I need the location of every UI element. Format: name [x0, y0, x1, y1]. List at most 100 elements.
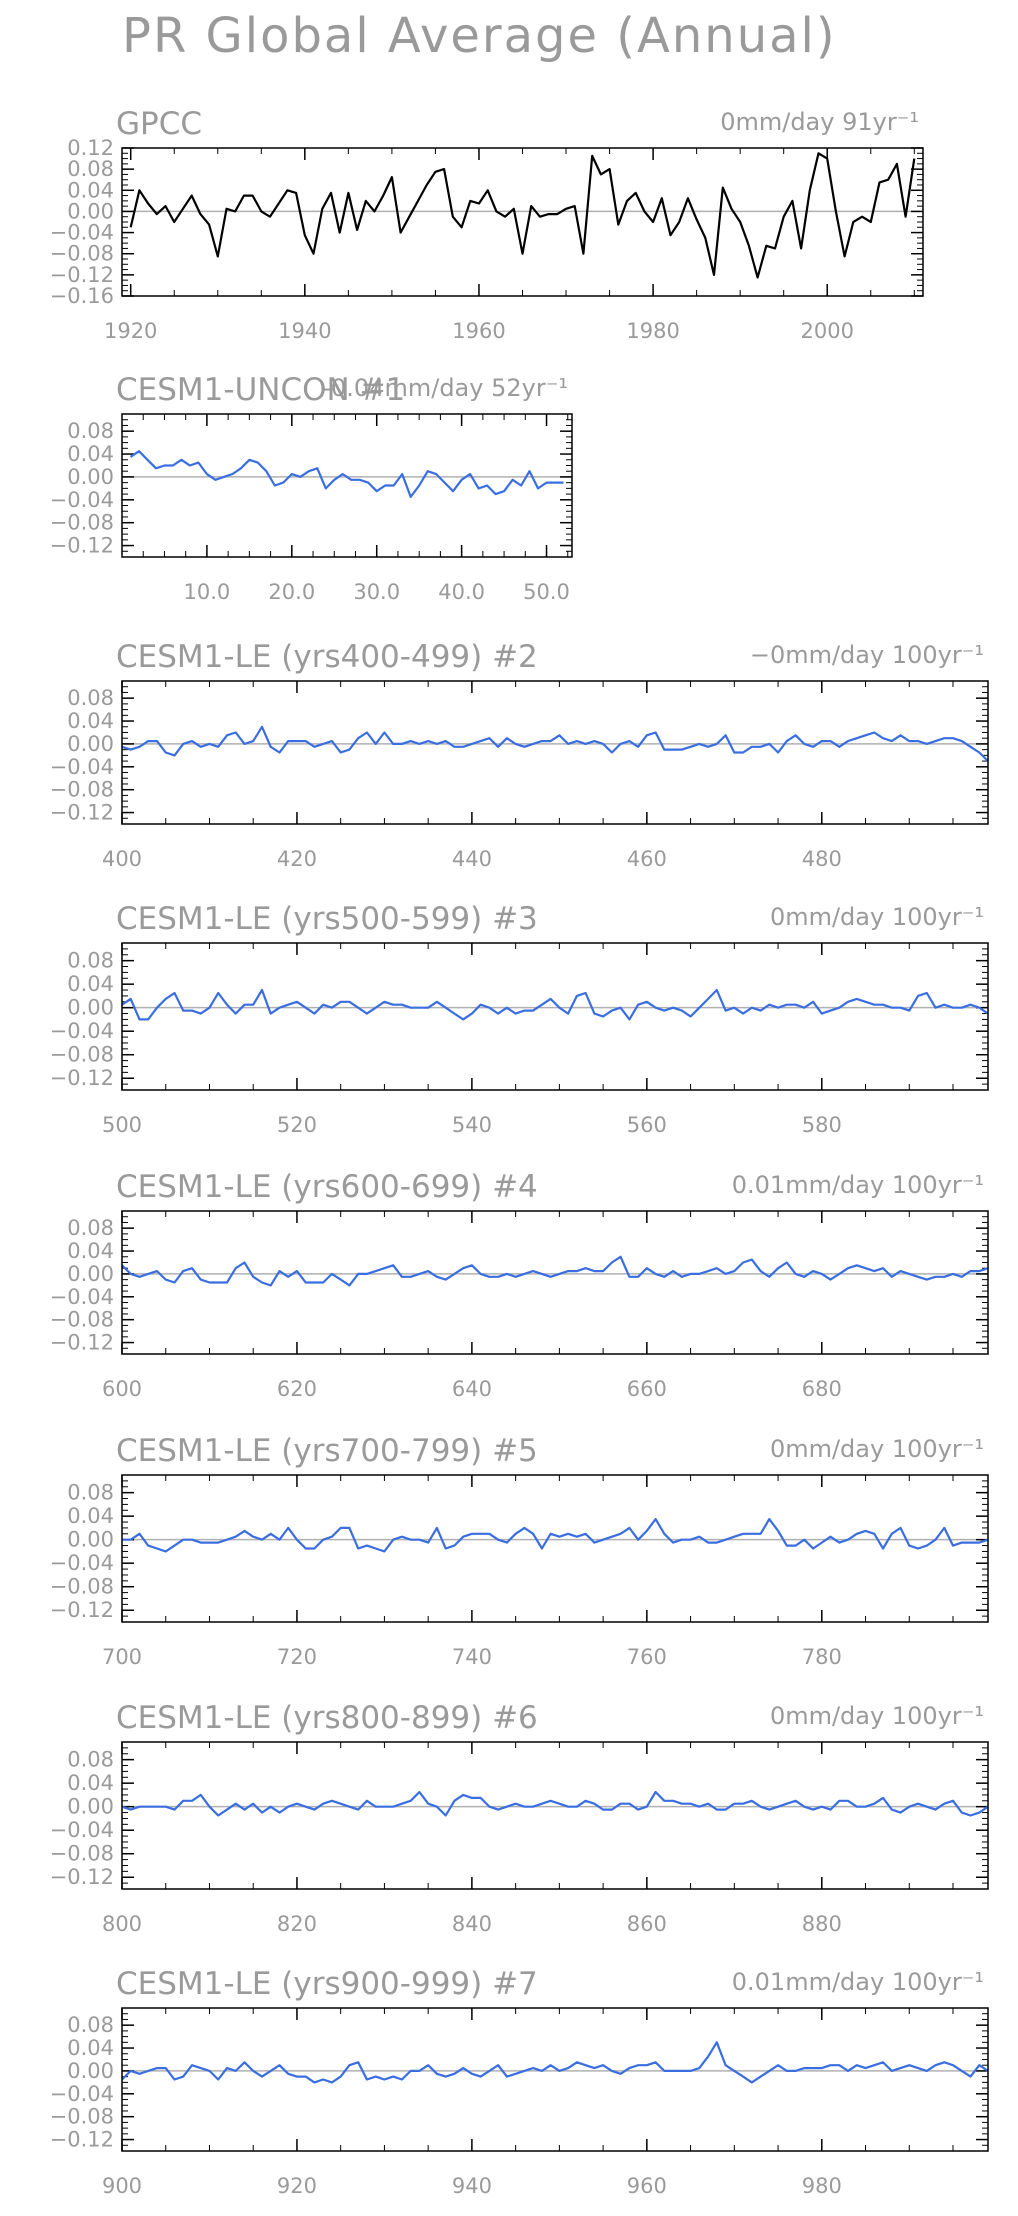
- y-tick-label: −0.12: [50, 263, 114, 287]
- x-tick-label: 30.0: [353, 580, 400, 604]
- x-tick-label: 1920: [104, 319, 157, 343]
- x-tick-label: 400: [102, 847, 142, 871]
- x-tick-label: 2000: [801, 319, 854, 343]
- y-tick-label: −0.12: [50, 801, 114, 825]
- y-tick-label: 0.08: [67, 686, 114, 710]
- x-tick-label: 720: [277, 1645, 317, 1669]
- series-line-1: [121, 988, 989, 1021]
- series-line-1: [122, 1517, 989, 1553]
- x-tick-label: 10.0: [184, 580, 231, 604]
- x-tick-label: 920: [277, 2174, 317, 2198]
- x-tick-label: 840: [452, 1912, 492, 1936]
- plot-frame: [121, 680, 989, 825]
- y-tick-label: 0.12: [67, 136, 114, 160]
- y-tick-label: 0.04: [67, 972, 114, 996]
- x-tick-label: 420: [277, 847, 317, 871]
- panel-title: CESM1-UNCON #1: [116, 372, 405, 408]
- y-tick-label: −0.04: [50, 1551, 114, 1575]
- y-tick-label: 0.08: [67, 1481, 114, 1505]
- x-tick-label: 940: [452, 2174, 492, 2198]
- x-tick-label: 640: [452, 1377, 492, 1401]
- y-tick-label: 0.00: [67, 732, 114, 756]
- y-tick-label: 0.08: [67, 1748, 114, 1772]
- y-tick-label: −0.04: [50, 1285, 114, 1309]
- y-tick-label: −0.08: [50, 2105, 114, 2129]
- plot-frame: [121, 942, 989, 1091]
- y-tick-label: −0.12: [50, 1331, 114, 1355]
- y-tick-label: 0.08: [67, 1216, 114, 1240]
- x-tick-label: 900: [102, 2174, 142, 2198]
- y-tick-label: −0.04: [50, 488, 114, 512]
- x-tick-label: 460: [627, 847, 667, 871]
- y-tick-label: −0.16: [50, 284, 114, 308]
- y-tick-label: −0.08: [50, 778, 114, 802]
- panel-trend-label: 0mm/day 100yr⁻¹: [770, 1435, 984, 1463]
- chart-panel-7: −0.12−0.08−0.040.000.040.08 800 820 840 860 8…: [50, 1700, 989, 1936]
- figure-title: PR Global Average (Annual): [122, 8, 837, 64]
- y-tick-label: 0.08: [67, 419, 114, 443]
- x-tick-label: 1940: [278, 319, 331, 343]
- series-line-1: [121, 1790, 989, 1817]
- y-tick-label: 0.00: [67, 1795, 114, 1819]
- y-tick-label: −0.08: [50, 1308, 114, 1332]
- panel-trend-label: -0.04mm/day 52yr⁻¹: [322, 374, 568, 402]
- y-tick-label: 0.00: [67, 199, 114, 223]
- y-tick-label: −0.08: [50, 1043, 114, 1067]
- series-line-1: [129, 152, 916, 279]
- x-tick-label: 560: [627, 1113, 667, 1137]
- x-tick-label: 440: [452, 847, 492, 871]
- y-tick-label: 0.08: [67, 949, 114, 973]
- panel-title: CESM1-LE (yrs500-599) #3: [116, 901, 538, 937]
- y-tick-label: 0.08: [67, 2013, 114, 2037]
- panel-title: CESM1-LE (yrs800-899) #6: [116, 1700, 538, 1736]
- x-tick-label: 960: [627, 2174, 667, 2198]
- plot-frame: [121, 413, 573, 558]
- x-tick-label: 40.0: [438, 580, 485, 604]
- chart-panel-2: −0.12−0.08−0.040.000.040.08 10.0 20.0 30.0 4…: [50, 372, 573, 604]
- y-tick-label: −0.12: [50, 2128, 114, 2152]
- x-tick-label: 800: [102, 1912, 142, 1936]
- x-tick-label: 520: [277, 1113, 317, 1137]
- y-tick-label: 0.00: [67, 465, 114, 489]
- x-tick-label: 540: [452, 1113, 492, 1137]
- panel-trend-label: 0.01mm/day 100yr⁻¹: [732, 1171, 984, 1199]
- chart-panel-6: −0.12−0.08−0.040.000.040.08 700 720 740 760 7…: [50, 1433, 989, 1669]
- panel-trend-label: −0mm/day 100yr⁻¹: [750, 641, 984, 669]
- y-tick-label: −0.08: [50, 242, 114, 266]
- chart-panels: −0.16−0.12−0.08−0.040.000.040.080.121920…: [50, 106, 989, 2198]
- panel-title: CESM1-LE (yrs700-799) #5: [116, 1433, 538, 1469]
- x-tick-label: 760: [627, 1645, 667, 1669]
- x-tick-label: 50.0: [523, 580, 570, 604]
- y-tick-label: −0.04: [50, 1019, 114, 1043]
- y-tick-label: 0.00: [67, 1528, 114, 1552]
- y-tick-label: 0.04: [67, 1771, 114, 1795]
- x-tick-label: 860: [627, 1912, 667, 1936]
- x-tick-label: 660: [627, 1377, 667, 1401]
- panel-trend-label: 0mm/day 100yr⁻¹: [770, 903, 984, 931]
- x-tick-label: 500: [102, 1113, 142, 1137]
- x-tick-label: 600: [102, 1377, 142, 1401]
- y-tick-label: −0.08: [50, 511, 114, 535]
- panel-title: GPCC: [116, 106, 202, 142]
- plot-frame: [121, 1474, 989, 1623]
- panel-trend-label: 0.01mm/day 100yr⁻¹: [732, 1968, 984, 1996]
- x-tick-label: 20.0: [268, 580, 315, 604]
- x-tick-label: 1980: [626, 319, 679, 343]
- y-tick-label: 0.08: [67, 157, 114, 181]
- y-tick-label: −0.04: [50, 1818, 114, 1842]
- y-tick-label: −0.08: [50, 1575, 114, 1599]
- chart-panel-3: −0.12−0.08−0.040.000.040.08 400 420 440 460 4…: [50, 639, 989, 871]
- chart-panel-4: −0.12−0.08−0.040.000.040.08 500 520 540 560 5…: [50, 901, 989, 1137]
- panel-title: CESM1-LE (yrs900-999) #7: [116, 1966, 538, 2002]
- y-tick-label: −0.12: [50, 1598, 114, 1622]
- y-tick-label: −0.04: [50, 755, 114, 779]
- y-tick-label: 0.00: [67, 996, 114, 1020]
- series-line-1: [121, 2041, 989, 2084]
- x-tick-label: 820: [277, 1912, 317, 1936]
- y-tick-label: 0.04: [67, 1239, 114, 1263]
- y-tick-label: 0.04: [67, 2036, 114, 2060]
- x-tick-label: 700: [102, 1645, 142, 1669]
- x-tick-label: 620: [277, 1377, 317, 1401]
- panel-trend-label: 0mm/day 91yr⁻¹: [720, 108, 919, 136]
